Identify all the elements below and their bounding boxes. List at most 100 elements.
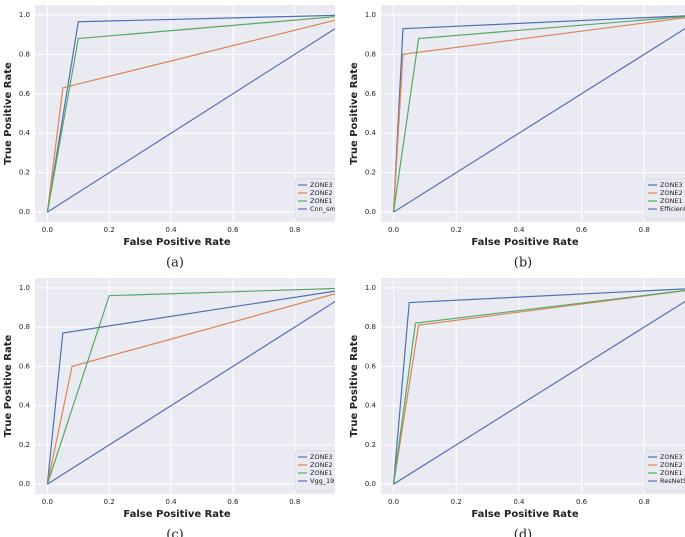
x-tick-label: 0.6	[227, 226, 239, 234]
legend-label: ZONE2	[310, 189, 333, 197]
x-tick-label: 0.2	[104, 226, 115, 234]
legend-label: ResNet5	[660, 477, 685, 485]
x-axis-label: False Positive Rate	[123, 237, 230, 248]
legend-label: ZONE3	[310, 181, 333, 189]
roc-line	[46, 16, 335, 213]
x-tick-label: 0.6	[227, 498, 239, 506]
legend-label: ZONE3	[310, 453, 333, 461]
y-tick-label: 0.6	[19, 90, 31, 98]
legend-label: ZONE2	[660, 189, 683, 197]
caption: (a)	[166, 256, 184, 271]
roc-line	[46, 287, 335, 485]
legend-label: ZONE1	[660, 469, 683, 477]
y-tick-label: 0.6	[19, 362, 31, 370]
y-tick-label: 0.2	[19, 169, 30, 177]
plot-area	[381, 278, 685, 494]
legend-label: Cnn_sm	[310, 205, 336, 213]
y-tick-label: 0.2	[365, 169, 376, 177]
roc-line	[46, 293, 335, 485]
legend-label: ZONE1	[310, 197, 333, 205]
y-tick-label: 0.6	[365, 90, 377, 98]
y-tick-label: 0.2	[19, 441, 30, 449]
y-tick-label: 0.0	[365, 208, 376, 216]
y-tick-label: 0.4	[19, 402, 31, 410]
x-tick-label: 0.4	[166, 226, 178, 234]
x-tick-label: 0.8	[289, 498, 300, 506]
x-axis-label: False Positive Rate	[123, 509, 230, 520]
x-tick-label: 0.0	[388, 498, 399, 506]
y-axis-label: True Positive Rate	[349, 62, 360, 165]
y-tick-label: 0.4	[365, 129, 377, 137]
y-tick-label: 0.8	[19, 50, 30, 58]
roc-line	[392, 288, 685, 485]
x-tick-label: 0.0	[42, 498, 53, 506]
y-axis-label: True Positive Rate	[3, 334, 14, 437]
x-tick-label: 0.2	[451, 498, 462, 506]
y-tick-label: 0.6	[365, 362, 377, 370]
y-tick-label: 1.0	[365, 11, 376, 19]
roc-line	[392, 290, 685, 485]
y-tick-label: 0.8	[19, 323, 30, 331]
x-tick-label: 0.2	[104, 498, 115, 506]
y-axis-label: True Positive Rate	[349, 334, 360, 437]
y-tick-label: 0.4	[365, 402, 377, 410]
roc-line	[392, 289, 685, 485]
x-axis-label: False Positive Rate	[471, 509, 578, 520]
x-tick-label: 0.0	[42, 226, 53, 234]
roc-line	[392, 17, 685, 213]
x-tick-label: 0.8	[289, 226, 300, 234]
y-tick-label: 1.0	[19, 11, 30, 19]
y-tick-label: 0.0	[365, 480, 376, 488]
caption: (d)	[514, 528, 532, 537]
panel: 0.0 0.2 0.4 0.6 0.80.00.20.40.60.81.0ZONE3ZO…	[349, 278, 685, 537]
caption: (c)	[166, 528, 183, 537]
legend-label: Efficient	[660, 205, 685, 213]
legend-label: ZONE1	[310, 469, 333, 477]
plot-area	[381, 5, 685, 222]
panel: 0.0 0.2 0.4 0.6 0.80.00.20.40.60.81.0ZONE3ZO…	[3, 5, 336, 271]
x-axis-label: False Positive Rate	[471, 237, 578, 248]
legend-label: Vgg_19	[310, 477, 334, 485]
caption: (b)	[514, 256, 532, 271]
roc-line	[47, 300, 335, 485]
x-tick-label: 0.4	[513, 226, 525, 234]
plot-area	[35, 5, 335, 222]
y-axis-label: True Positive Rate	[3, 62, 14, 165]
x-tick-label: 0.4	[513, 498, 525, 506]
y-tick-label: 1.0	[365, 284, 376, 292]
legend-label: ZONE3	[660, 453, 683, 461]
legend-label: ZONE2	[310, 461, 333, 469]
legend-label: ZONE3	[660, 181, 683, 189]
x-tick-label: 0.4	[166, 498, 178, 506]
legend-label: ZONE2	[660, 461, 683, 469]
legend-label: ZONE1	[660, 197, 683, 205]
roc-line	[46, 290, 335, 485]
roc-line	[46, 14, 335, 213]
x-tick-label: 0.8	[639, 498, 650, 506]
y-tick-label: 1.0	[19, 284, 30, 292]
x-tick-label: 0.8	[639, 226, 650, 234]
x-tick-label: 0.2	[451, 226, 462, 234]
panel: 0.0 0.2 0.4 0.6 0.80.00.20.40.60.81.0ZONE3ZO…	[3, 278, 335, 537]
y-tick-label: 0.8	[365, 323, 376, 331]
panel: 0.0 0.2 0.4 0.6 0.80.00.20.40.60.81.0ZONE3ZO…	[349, 5, 685, 271]
x-tick-label: 0.6	[576, 498, 588, 506]
roc-line	[392, 16, 685, 213]
y-tick-label: 0.2	[365, 441, 376, 449]
roc-line	[393, 300, 685, 485]
y-tick-label: 0.8	[365, 50, 376, 58]
x-tick-label: 0.6	[576, 226, 588, 234]
y-tick-label: 0.4	[19, 129, 31, 137]
roc-line	[46, 19, 335, 213]
y-tick-label: 0.0	[19, 208, 30, 216]
roc-line	[393, 27, 685, 213]
